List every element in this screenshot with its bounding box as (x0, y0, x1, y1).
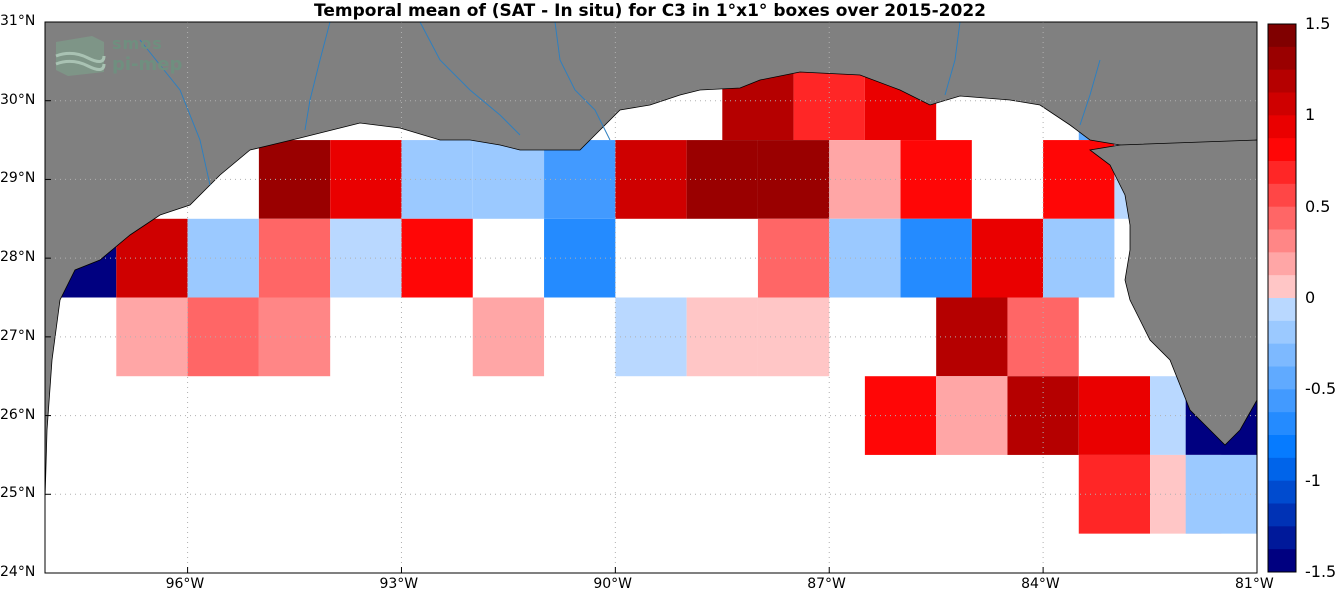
map-frame (44, 21, 1258, 574)
smos-pimep-logo: smos pi-mep (52, 30, 202, 82)
heatmap-cell (258, 218, 331, 298)
heatmap-cell (757, 218, 830, 298)
colorbar-tick-label: 0 (1305, 288, 1316, 307)
y-tick-label: 24°N (0, 564, 36, 580)
colorbar-frame (1267, 23, 1297, 573)
colorbar-swatch (1268, 389, 1296, 413)
heatmap-cell (1078, 376, 1151, 455)
map-title: Temporal mean of (SAT - In situ) for C3 … (314, 1, 986, 21)
heatmap-cell (187, 218, 259, 298)
colorbar-swatch (1268, 161, 1296, 185)
heatmap-cell (116, 297, 188, 377)
river-network (139, 21, 1101, 186)
colorbar-swatch (1268, 366, 1296, 390)
y-tick-label: 26°N (0, 406, 36, 423)
y-tick-label: 27°N (0, 327, 36, 344)
heatmap-cell (472, 297, 545, 377)
heatmap-cell (686, 140, 758, 219)
colorbar-swatch (1268, 275, 1296, 299)
land-mass (44, 21, 1258, 501)
heatmap-cell (757, 297, 830, 377)
x-tick-label: 81°W (1235, 576, 1274, 592)
colorbar-swatch (1268, 206, 1296, 230)
x-tick-label: 93°W (379, 576, 419, 592)
heatmap-cell (686, 297, 758, 377)
heatmap-cell (258, 297, 331, 377)
heatmap-cell (936, 297, 1008, 377)
logo-text-pimep: pi-mep (112, 54, 183, 75)
y-tick-label: 28°N (0, 249, 36, 266)
heatmap-cell (971, 218, 1044, 298)
colorbar-swatch (1268, 92, 1296, 116)
colorbar-swatch (1268, 480, 1296, 504)
colorbar-tick-label: -0.5 (1305, 379, 1337, 399)
colorbar-tick-label: 1 (1305, 105, 1316, 125)
heatmap-cell (900, 218, 972, 298)
colorbar-swatch (1268, 115, 1296, 139)
axis-ticks (45, 21, 1258, 574)
river-texas (139, 39, 211, 186)
heatmap-cell (1078, 454, 1151, 534)
y-tick-label: 30°N (0, 91, 36, 108)
x-tick-label: 84°W (1021, 576, 1060, 592)
colorbar-swatch (1268, 435, 1296, 459)
y-tick-label: 25°N (0, 485, 36, 502)
heatmap-cells (45, 61, 1257, 534)
river-mississippi (554, 21, 611, 141)
colorbar-tick-label: 1.5 (1305, 14, 1331, 33)
heatmap-cell (472, 140, 545, 219)
logo-text-smos: smos (112, 34, 163, 53)
heatmap-cell (1007, 297, 1079, 377)
colorbar-swatch (1268, 24, 1296, 48)
x-tick-label: 90°W (593, 576, 633, 592)
colorbar-swatch (1268, 252, 1296, 276)
colorbar-swatch (1268, 320, 1296, 345)
heatmap-cell (829, 140, 901, 219)
x-tick-label: 87°W (807, 576, 846, 592)
y-tick-label: 31°N (0, 13, 36, 29)
land-north-coast (44, 21, 1258, 501)
heatmap-cell (1043, 218, 1115, 298)
logo-mark-icon (55, 36, 106, 76)
colorbar-swatch (1268, 298, 1296, 322)
colorbar-swatch (1268, 229, 1296, 253)
heatmap-cell (757, 140, 830, 219)
heatmap-cell (258, 140, 331, 219)
heatmap-cell (401, 140, 473, 219)
heatmap-cell (1185, 454, 1257, 534)
x-tick-label: 96°W (165, 576, 205, 592)
colorbar-swatch (1268, 183, 1296, 208)
heatmap-cell (401, 218, 473, 298)
river-apalachicola (944, 21, 961, 96)
river-red (419, 21, 521, 136)
heatmap-cell (936, 376, 1008, 455)
colorbar-swatch (1268, 69, 1296, 93)
river-suwannee (1079, 59, 1101, 126)
colorbar-tick-label: -1.5 (1305, 562, 1337, 581)
colorbar-swatch (1268, 549, 1296, 573)
colorbar-tick-label: 0.5 (1305, 196, 1331, 216)
heatmap-cell (900, 140, 972, 219)
colorbar-swatch (1268, 503, 1296, 527)
colorbar-swatch (1268, 46, 1296, 71)
land-florida-peninsula (1089, 139, 1258, 446)
colorbar-swatch (1268, 138, 1296, 162)
heatmap-cell (544, 140, 616, 219)
river-sabine (304, 21, 331, 131)
colorbar-swatch (1268, 343, 1296, 367)
heatmap-cell (187, 297, 259, 377)
heatmap-cell (829, 218, 901, 298)
colorbar-tick-label: -1 (1305, 470, 1321, 490)
heatmap-cell (1007, 376, 1079, 455)
heatmap-cell (544, 218, 616, 298)
colorbar-swatch (1268, 457, 1296, 482)
colorbar-swatch (1268, 526, 1296, 550)
colorbar-swatch (1268, 412, 1296, 436)
colorbar (1267, 23, 1297, 573)
y-tick-label: 29°N (0, 170, 36, 187)
